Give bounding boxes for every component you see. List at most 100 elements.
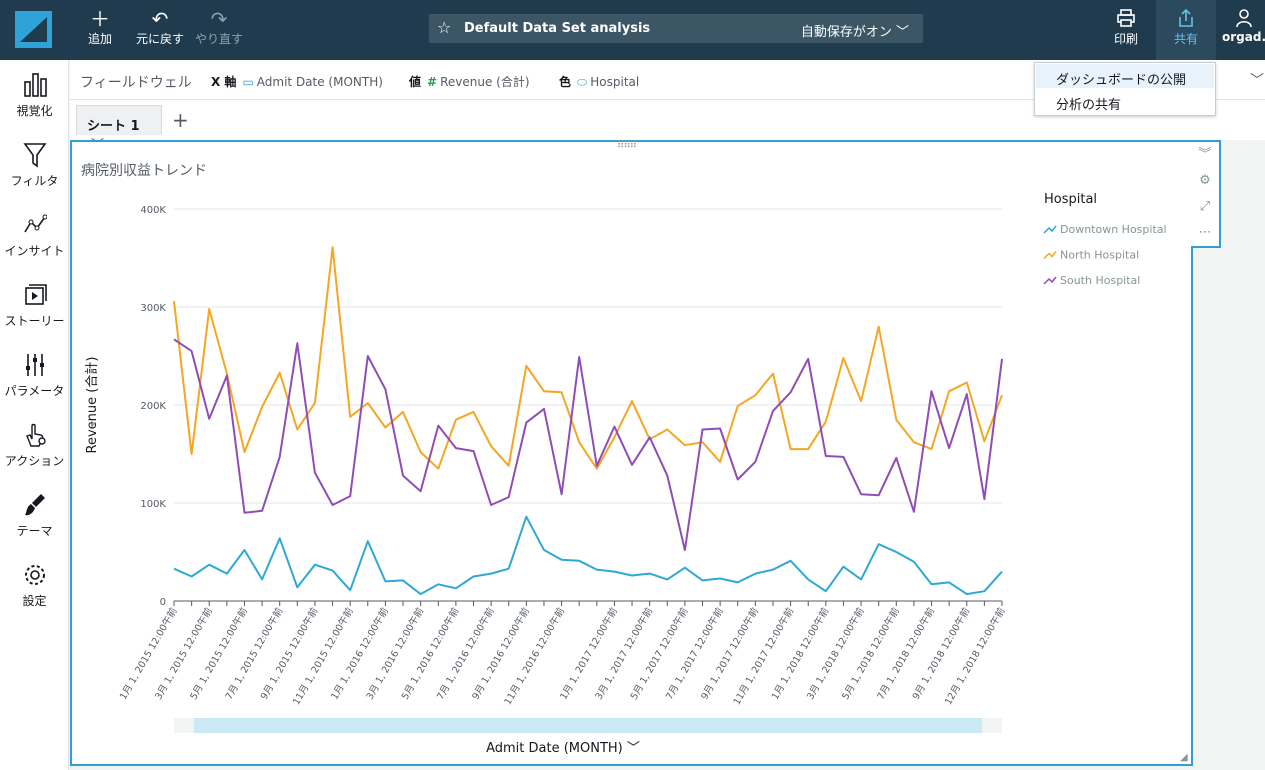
x-tick-label: 12月 1, 2018 12:00午前 <box>942 606 1008 708</box>
sidebar-item-themes[interactable]: テーマ <box>0 492 69 539</box>
print-button[interactable]: 印刷 <box>1110 8 1142 47</box>
y-tick-label: 400K <box>140 205 166 216</box>
analysis-name-box[interactable]: ☆ Default Data Set analysis 自動保存がオン ﹀ <box>429 14 923 43</box>
parameter-icon <box>25 354 44 376</box>
tab-sheet-1[interactable]: シート 1 ﹀ <box>76 105 162 153</box>
resize-handle-icon: ◢ <box>1180 752 1188 763</box>
filter-icon <box>22 143 47 168</box>
sidebar-item-filter[interactable]: フィルタ <box>0 142 69 189</box>
add-button[interactable]: ＋ 追加 <box>86 8 114 47</box>
field-wells-title: フィールドウェル <box>80 75 192 91</box>
chevron-right-icon: › <box>90 416 96 432</box>
undo-label: 元に戻す <box>135 32 184 46</box>
x-axis-field: Admit Date (MONTH) <box>256 75 383 89</box>
chevron-down-icon: ﹀ <box>895 25 909 40</box>
visual-title[interactable]: 病院別収益トレンド <box>81 163 207 179</box>
value-well[interactable]: 値 # Revenue (合計) <box>409 73 530 90</box>
undo-button[interactable]: ↶ 元に戻す <box>132 8 188 47</box>
add-sheet-button[interactable]: + <box>172 108 189 132</box>
expand-field-wells-icon[interactable]: ﹀ <box>1250 73 1264 89</box>
sidebar-item-label: 視覚化 <box>16 104 53 118</box>
series-line-3 <box>173 338 1003 551</box>
quicksight-logo[interactable] <box>15 11 52 48</box>
autosave-label: 自動保存がオン <box>800 25 892 40</box>
sidebar-item-story[interactable]: ストーリー <box>0 282 69 329</box>
x-tick-label: 11月 1, 2016 12:00午前 <box>502 606 568 708</box>
x-axis-title: Admit Date (MONTH) ﹀ <box>486 741 640 756</box>
right-gutter <box>1222 140 1265 766</box>
sidebar-item-label: ストーリー <box>4 314 65 328</box>
sidebar-item-insights[interactable]: インサイト <box>0 212 69 259</box>
x-tick-label: 11月 1, 2017 12:00午前 <box>731 606 797 708</box>
sidebar-item-label: パラメータ <box>4 384 65 398</box>
color-field: Hospital <box>590 75 640 89</box>
dimension-icon: ⬭ <box>577 75 588 89</box>
redo-icon: ↷ <box>210 7 228 31</box>
value-label: 値 <box>409 75 422 89</box>
action-icon <box>25 423 46 447</box>
top-navigation-bar: ＋ 追加 ↶ 元に戻す ↷ やり直す ☆ Default Data Set an… <box>0 0 1265 60</box>
x-axis-label: X 軸 <box>211 75 237 89</box>
undo-icon: ↶ <box>151 7 169 31</box>
expand-icon[interactable]: ⤢ <box>1199 199 1211 214</box>
y-tick-label: 300K <box>140 303 166 314</box>
series-line-2 <box>173 246 1003 470</box>
redo-button[interactable]: ↷ やり直す <box>192 8 246 47</box>
sidebar-item-label: フィルタ <box>10 174 59 188</box>
sidebar-item-label: インサイト <box>4 244 65 258</box>
y-tick-label: 100K <box>140 499 166 510</box>
menu-item-share-analysis[interactable]: 分析の共有 <box>1056 98 1122 113</box>
analysis-name: Default Data Set analysis <box>464 21 651 36</box>
drag-handle-icon[interactable]: ⠿⠿⠿ <box>617 140 637 151</box>
left-sidebar: 視覚化 フィルタ インサイト ストーリー パラメータ アクション テーマ 設定 <box>0 60 69 770</box>
value-field: Revenue (合計) <box>440 75 530 89</box>
autosave-toggle[interactable]: 自動保存がオン ﹀ <box>801 21 909 40</box>
calendar-icon: ▭ <box>242 75 254 89</box>
bar-chart-icon <box>23 73 47 97</box>
user-menu[interactable]: orgad... <box>1222 8 1265 44</box>
y-tick-label: 200K <box>140 401 166 412</box>
legend-title: Hospital <box>1044 192 1097 207</box>
more-options-icon[interactable]: ⋯ <box>1198 225 1212 240</box>
sheet-tab-label: シート 1 <box>87 119 140 134</box>
sidebar-item-label: 設定 <box>22 594 47 608</box>
sidebar-item-parameters[interactable]: パラメータ <box>0 352 69 399</box>
share-button[interactable]: 共有 <box>1156 0 1216 60</box>
redo-label: やり直す <box>194 32 243 46</box>
settings-gear-icon[interactable]: ⚙ <box>1199 173 1211 188</box>
legend-item: South Hospital <box>1060 274 1140 287</box>
visual-menu: ︾ ⚙ ⤢ ⋯ <box>1191 140 1221 248</box>
x-axis-well[interactable]: X 軸 ▭ Admit Date (MONTH) <box>211 73 383 90</box>
sidebar-item-actions[interactable]: アクション <box>0 422 69 469</box>
sidebar-item-label: アクション <box>4 454 65 468</box>
legend-line-icon <box>1043 251 1057 260</box>
sidebar-item-settings[interactable]: 設定 <box>0 562 69 609</box>
color-label: 色 <box>559 75 572 89</box>
add-label: 追加 <box>87 32 112 46</box>
sidebar-item-visualize[interactable]: 視覚化 <box>0 72 69 119</box>
user-label: orgad... <box>1222 30 1265 44</box>
star-icon[interactable]: ☆ <box>437 18 452 37</box>
x-scrollbar-thumb <box>194 718 982 733</box>
series-line-1 <box>173 515 1003 596</box>
collapse-icon[interactable]: ︾ <box>1198 147 1212 162</box>
legend-item: Downtown Hospital <box>1060 223 1167 236</box>
color-well[interactable]: 色 ⬭ Hospital <box>559 73 639 90</box>
legend-item: North Hospital <box>1060 249 1139 262</box>
y-axis-title: Revenue (合計) <box>84 357 100 454</box>
share-menu: ダッシュボードの公開 分析の共有 <box>1034 62 1216 116</box>
hash-icon: # <box>427 75 438 89</box>
user-icon <box>1222 8 1265 30</box>
sidebar-item-label: テーマ <box>16 524 53 538</box>
y-tick-label: 0 <box>160 597 166 608</box>
story-icon <box>24 284 47 305</box>
menu-item-publish-dashboard[interactable]: ダッシュボードの公開 <box>1036 64 1214 88</box>
line-chart-visual[interactable]: ⠿⠿⠿ 病院別収益トレンド 0 100K 200K 300K 400K 1月 1, 201… <box>70 140 1193 766</box>
printer-icon <box>1110 8 1142 30</box>
legend-line-icon <box>1043 225 1057 234</box>
x-tick-label: 11月 1, 2015 12:00午前 <box>290 606 356 708</box>
print-label: 印刷 <box>1113 32 1138 46</box>
settings-icon <box>24 565 45 585</box>
insight-icon <box>23 214 47 233</box>
